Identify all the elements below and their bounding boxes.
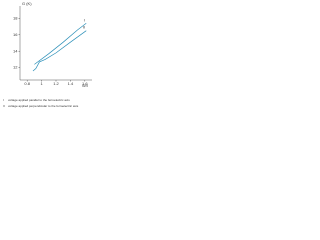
series-label: II [83, 25, 85, 30]
x-tick-label: 1 [40, 81, 43, 86]
series-label: I [84, 17, 85, 22]
series-line [34, 22, 87, 65]
x-axis-label: W/l [82, 83, 88, 88]
y-tick-label: 14 [13, 48, 18, 53]
x-tick-label: 0.8 [24, 81, 30, 86]
legend-text: voltage applied perpendicular to the fer… [8, 104, 79, 108]
legend-key: II [3, 104, 5, 108]
y-tick-label: 16 [13, 32, 18, 37]
legend-key: I [3, 98, 4, 102]
legend-text: voltage applied parallel to the ferroele… [8, 98, 70, 102]
y-axis-label: G (K) [22, 1, 32, 6]
series-line [32, 30, 87, 72]
x-tick-label: 1.6 [82, 81, 88, 86]
y-tick-label: 12 [13, 65, 18, 70]
x-tick-label: 1.2 [53, 81, 59, 86]
x-tick-label: 1.4 [68, 81, 74, 86]
y-tick-label: 18 [13, 15, 18, 20]
